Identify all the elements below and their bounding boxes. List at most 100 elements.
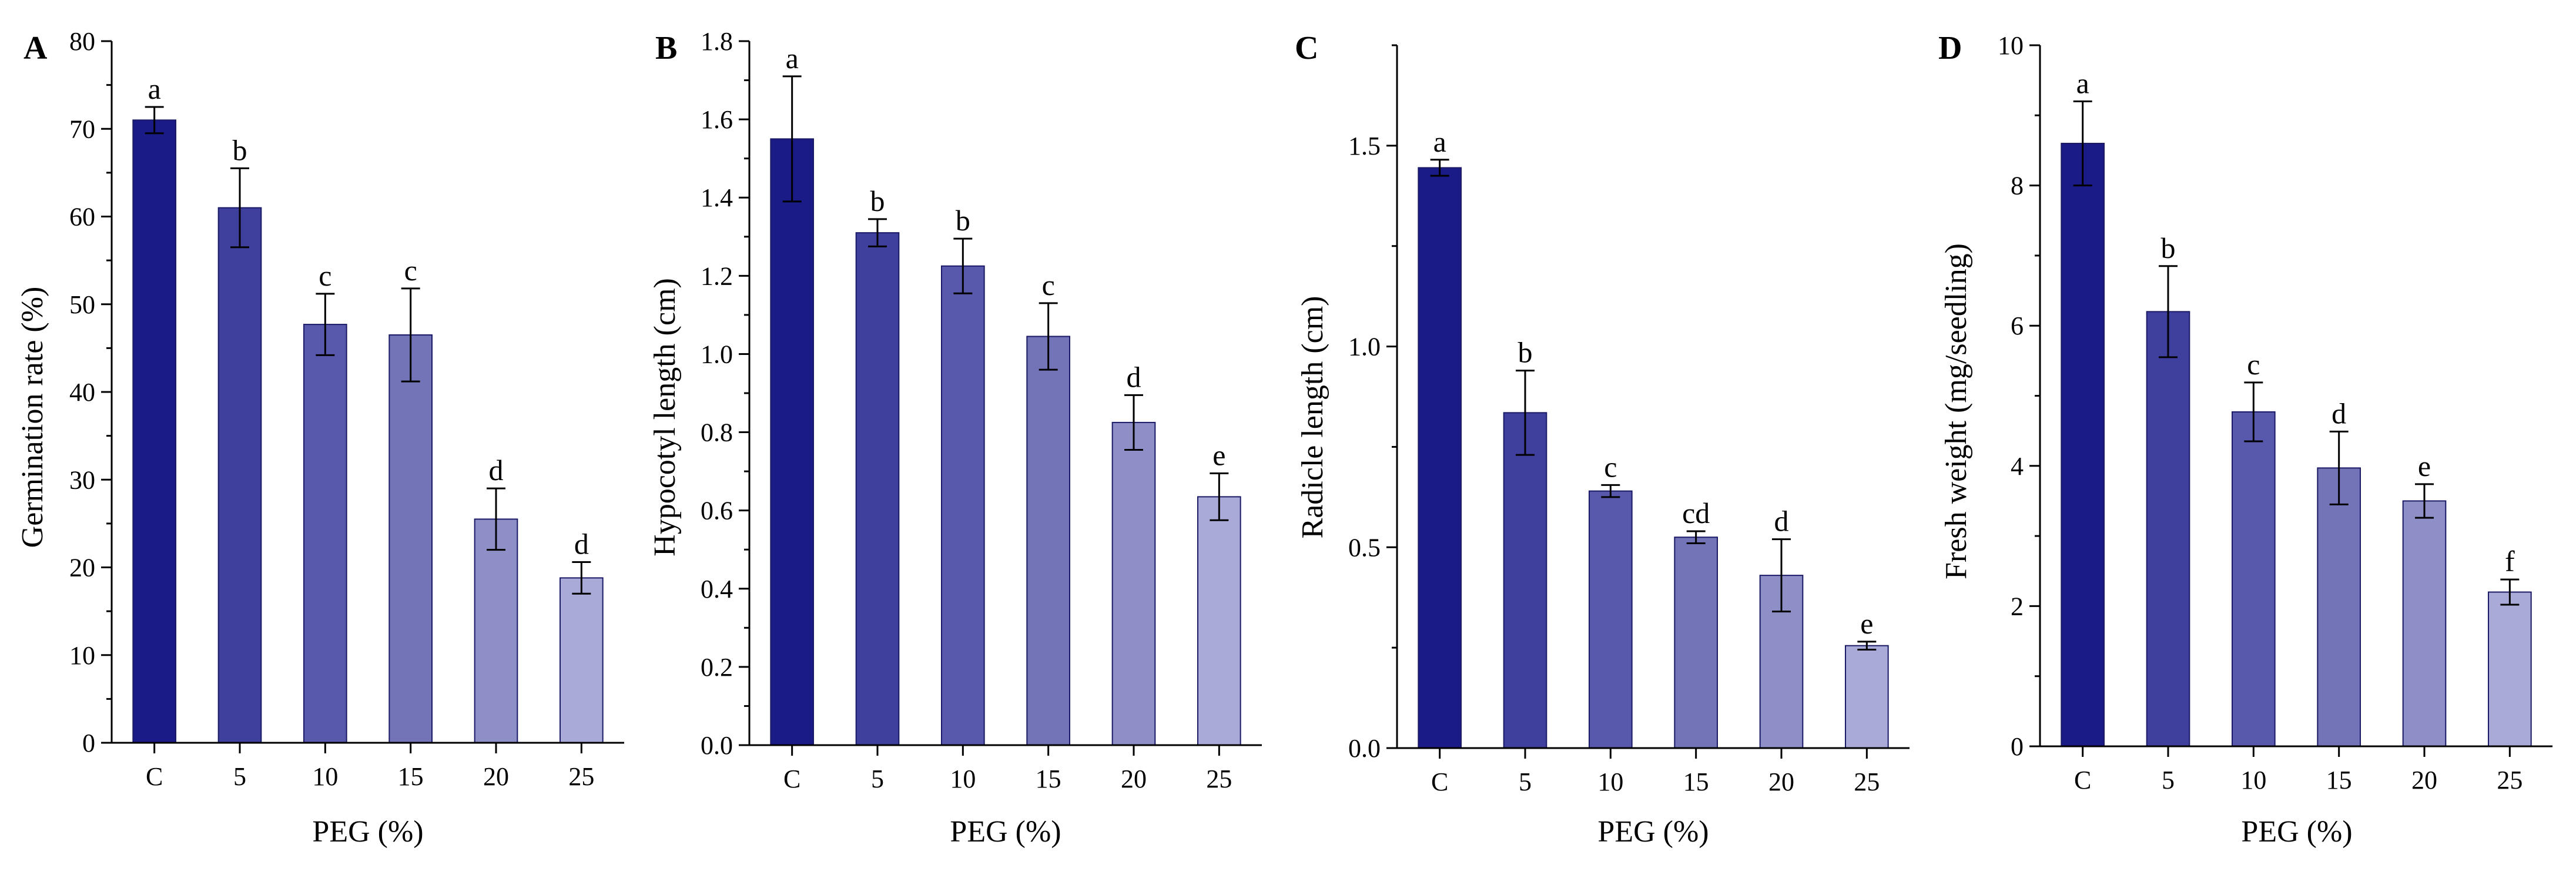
y-tick-label-d-2: 4 <box>2011 452 2024 481</box>
y-tick-label-b-7: 1.4 <box>701 183 733 212</box>
y-tick-label-d-1: 2 <box>2011 592 2024 621</box>
x-tick-label-d-4: 20 <box>2411 766 2437 794</box>
sig-label-b-3: c <box>1042 269 1055 301</box>
x-tick-label-d-1: 5 <box>2162 766 2175 794</box>
error-bar-c-4 <box>1772 538 1791 613</box>
y-tick-label-d-4: 8 <box>2011 172 2024 200</box>
bar-d-2 <box>2232 411 2276 747</box>
x-tick-label-b-3: 15 <box>1036 765 1061 793</box>
y-tick-label-b-3: 0.6 <box>701 497 733 525</box>
error-bar-d-0 <box>2073 100 2092 187</box>
sig-label-d-2: c <box>2247 348 2260 381</box>
sig-label-d-3: d <box>2332 397 2346 430</box>
x-tick-label-a-5: 25 <box>568 762 594 791</box>
bar-a-4 <box>474 518 518 743</box>
bar-b-0 <box>770 138 815 746</box>
bar-a-3 <box>388 334 433 743</box>
y-tick-label-a-0: 0 <box>82 729 95 757</box>
sig-label-b-0: a <box>786 42 799 75</box>
x-tick-label-d-0: C <box>2074 766 2091 794</box>
x-tick-label-b-4: 20 <box>1121 765 1147 793</box>
error-bar-b-4 <box>1124 394 1143 451</box>
bar-c-1 <box>1503 412 1547 749</box>
error-bar-d-1 <box>2159 265 2178 358</box>
x-tick-label-c-1: 5 <box>1519 767 1532 796</box>
panel-c: C a Cb 5 c 10 cd 15 d 20 e 25 0.0 0.5 1.0 1.5 Radicle … <box>1295 30 1910 849</box>
panel-a-letter: A <box>24 30 48 66</box>
y-tick-label-a-3: 30 <box>69 465 95 494</box>
y-tick-label-a-8: 80 <box>69 27 95 56</box>
y-tick-label-a-7: 70 <box>69 115 95 143</box>
y-tick-label-c-1: 0.5 <box>1348 533 1381 562</box>
sig-label-a-0: a <box>148 72 161 105</box>
y-tick-label-d-3: 6 <box>2011 311 2024 340</box>
y-tick-label-d-5: 10 <box>1998 31 2024 60</box>
bar-d-4 <box>2402 500 2447 747</box>
panel-b: B a Cb 5 b 10 c 15 d 20 e 25 0.0 0.2 0.4 0.6 0.8 1.0 1.2 1… <box>648 27 1262 849</box>
y-tick-label-b-1: 0.2 <box>701 653 733 682</box>
error-bar-a-4 <box>487 487 505 551</box>
bar-b-3 <box>1026 336 1071 746</box>
bar-d-0 <box>2061 143 2105 747</box>
sig-label-c-0: a <box>1433 125 1446 158</box>
error-bar-c-1 <box>1516 370 1535 456</box>
panel-d-xlabel: PEG (%) <box>2241 815 2352 849</box>
bar-c-0 <box>1418 167 1462 749</box>
error-bar-c-5 <box>1857 641 1877 651</box>
sig-label-d-4: e <box>2418 450 2431 482</box>
sig-label-b-2: b <box>956 204 970 237</box>
panel-c-plot: a Cb 5 c 10 cd 15 d 20 e 25 0.0 0.5 1.0 1.5 <box>1348 44 1910 796</box>
x-tick-label-c-0: C <box>1431 767 1448 796</box>
y-tick-label-c-2: 1.0 <box>1348 333 1381 361</box>
error-bar-d-4 <box>2415 483 2434 519</box>
panel-d-ylabel: Fresh weight (mg/seedling) <box>1939 243 1973 579</box>
y-tick-label-b-9: 1.8 <box>701 27 733 56</box>
bar-b-4 <box>1111 421 1156 746</box>
x-tick-label-d-2: 10 <box>2240 766 2266 794</box>
bar-d-3 <box>2317 467 2361 747</box>
y-tick-label-d-0: 0 <box>2011 732 2024 761</box>
x-tick-label-b-0: C <box>783 765 800 793</box>
x-tick-label-a-0: C <box>146 762 163 791</box>
bar-b-1 <box>855 232 900 746</box>
panel-c-xlabel: PEG (%) <box>1597 815 1709 849</box>
bar-d-5 <box>2488 591 2532 747</box>
error-bar-b-0 <box>782 75 802 203</box>
error-bar-c-2 <box>1601 484 1620 498</box>
sig-label-a-5: d <box>574 528 589 561</box>
sig-label-b-1: b <box>870 185 885 217</box>
sig-label-a-2: c <box>319 259 331 292</box>
bar-c-2 <box>1589 490 1633 749</box>
panel-a-xlabel: PEG (%) <box>312 815 423 849</box>
y-tick-label-c-0: 0.0 <box>1348 734 1381 763</box>
sig-label-c-1: b <box>1518 336 1533 369</box>
sig-label-a-1: b <box>233 133 247 166</box>
sig-label-c-5: e <box>1860 607 1873 640</box>
bar-a-0 <box>132 119 176 744</box>
panel-b-ylabel: Hypocotyl length (cm) <box>648 278 682 556</box>
y-tick-label-b-4: 0.8 <box>701 418 733 447</box>
error-bar-c-0 <box>1430 159 1449 177</box>
y-tick-label-a-1: 10 <box>69 641 95 670</box>
sig-label-d-1: b <box>2161 232 2176 264</box>
y-tick-label-a-5: 50 <box>69 290 95 319</box>
panel-c-letter: C <box>1295 30 1318 66</box>
error-bar-d-3 <box>2329 430 2349 505</box>
sig-label-c-4: d <box>1774 505 1789 538</box>
error-bar-d-5 <box>2500 578 2520 606</box>
error-bar-c-3 <box>1686 530 1706 544</box>
x-tick-label-d-3: 15 <box>2326 766 2352 794</box>
panel-b-plot: a Cb 5 b 10 c 15 d 20 e 25 0.0 0.2 0.4 0.6 0.8 1.0 1.2 1.4… <box>701 27 1262 793</box>
bar-a-2 <box>303 324 347 743</box>
x-tick-label-c-5: 25 <box>1854 767 1880 796</box>
error-bar-a-2 <box>316 293 335 356</box>
x-tick-label-b-2: 10 <box>950 765 976 793</box>
error-bar-a-1 <box>230 167 249 249</box>
y-tick-label-b-6: 1.2 <box>701 262 733 290</box>
x-tick-label-a-4: 20 <box>483 762 509 791</box>
sig-label-a-4: d <box>489 454 504 487</box>
sig-label-c-3: cd <box>1682 497 1710 529</box>
x-tick-label-c-3: 15 <box>1683 767 1709 796</box>
error-bar-a-0 <box>145 106 164 135</box>
